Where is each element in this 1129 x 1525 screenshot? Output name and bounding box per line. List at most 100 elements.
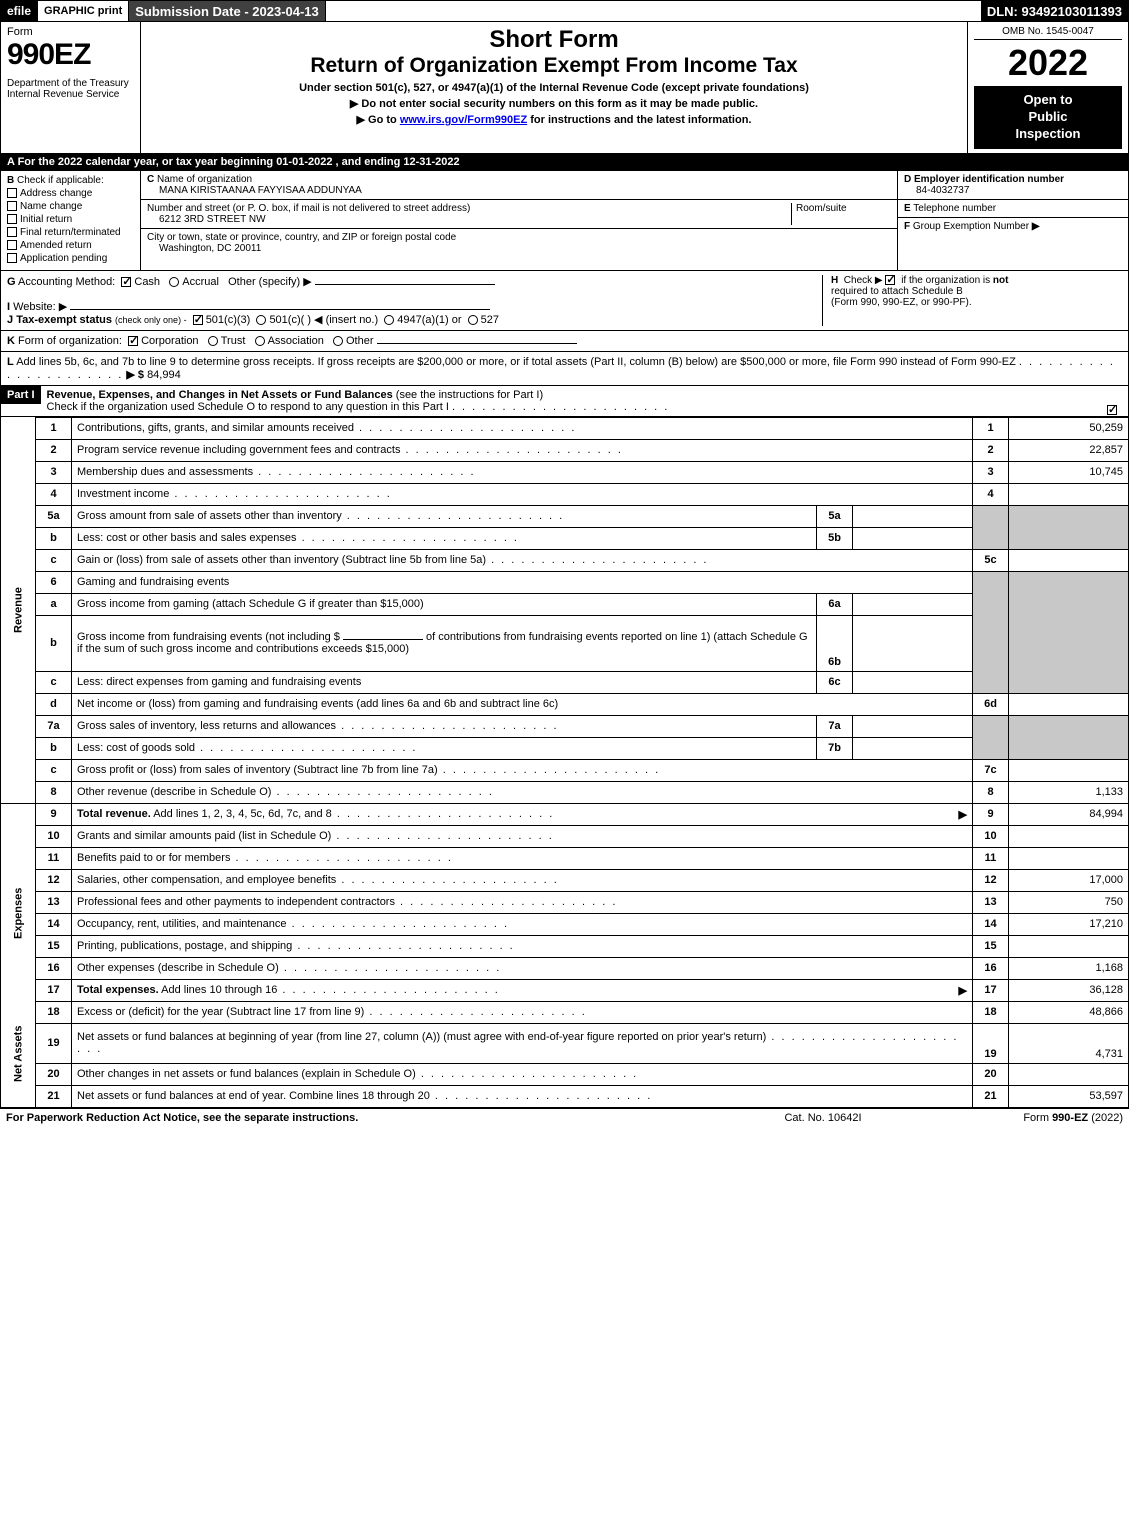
info-block: B Check if applicable: Address change Na… <box>0 171 1129 271</box>
box-c: C Name of organization MANA KIRISTAANAA … <box>141 171 898 270</box>
side-revenue: Revenue <box>1 417 36 803</box>
cb-schedule-o[interactable] <box>1107 405 1117 415</box>
cb-initial-return[interactable]: Initial return <box>7 214 134 225</box>
opt-4947: 4947(a)(1) or <box>397 314 461 326</box>
line-7a: 7a Gross sales of inventory, less return… <box>1 715 1129 737</box>
l6d-val <box>1009 693 1129 715</box>
opt-name-change: Name change <box>20 201 82 212</box>
l7b-snum: 7b <box>817 737 853 759</box>
l11-desc: Benefits paid to or for members <box>72 847 973 869</box>
l13-desc: Professional fees and other payments to … <box>72 891 973 913</box>
l11-num: 11 <box>36 847 72 869</box>
l6abc-grey <box>973 571 1009 693</box>
l5ab-grey <box>973 505 1009 549</box>
l3-desc: Membership dues and assessments <box>72 461 973 483</box>
website-line[interactable] <box>70 309 490 310</box>
line-6: 6 Gaming and fundraising events <box>1 571 1129 593</box>
l15-desc: Printing, publications, postage, and shi… <box>72 935 973 957</box>
l7a-sval <box>853 715 973 737</box>
radio-527[interactable] <box>468 315 478 325</box>
cb-501c3[interactable] <box>193 315 203 325</box>
opt-final-return: Final return/terminated <box>20 227 121 238</box>
l20-rnum: 20 <box>973 1063 1009 1085</box>
form-header: Form 990EZ Department of the Treasury In… <box>0 22 1129 154</box>
l1-desc: Contributions, gifts, grants, and simila… <box>72 417 973 439</box>
l6b-snum: 6b <box>817 615 853 671</box>
line-18: Net Assets 18 Excess or (deficit) for th… <box>1 1001 1129 1023</box>
radio-trust[interactable] <box>208 336 218 346</box>
opt-corporation: Corporation <box>141 335 198 347</box>
org-street: 6212 3RD STREET NW <box>147 214 266 225</box>
cb-amended-return[interactable]: Amended return <box>7 240 134 251</box>
line-15: 15 Printing, publications, postage, and … <box>1 935 1129 957</box>
k-text: Form of organization: <box>18 335 122 347</box>
l20-desc: Other changes in net assets or fund bala… <box>72 1063 973 1085</box>
cb-address-change[interactable]: Address change <box>7 188 134 199</box>
graphic-print-label[interactable]: GRAPHIC print <box>38 1 129 21</box>
row-g: G Accounting Method: Cash Accrual Other … <box>7 275 822 326</box>
cb-corporation[interactable] <box>128 336 138 346</box>
cb-final-return[interactable]: Final return/terminated <box>7 227 134 238</box>
l4-val <box>1009 483 1129 505</box>
l2-desc: Program service revenue including govern… <box>72 439 973 461</box>
l5b-sval <box>853 527 973 549</box>
line-5b: b Less: cost or other basis and sales ex… <box>1 527 1129 549</box>
l1-rnum: 1 <box>973 417 1009 439</box>
radio-4947[interactable] <box>384 315 394 325</box>
short-form-title: Short Form <box>147 26 961 54</box>
l2-num: 2 <box>36 439 72 461</box>
l13-rnum: 13 <box>973 891 1009 913</box>
footer-form: 990-EZ <box>1052 1112 1088 1124</box>
l12-desc: Salaries, other compensation, and employ… <box>72 869 973 891</box>
l9-desc-bold: Total revenue. <box>77 808 151 820</box>
other-specify-line[interactable] <box>315 284 495 285</box>
cb-h[interactable] <box>885 275 895 285</box>
l7ab-grey <box>973 715 1009 759</box>
e-label: E <box>904 203 911 214</box>
l18-rnum: 18 <box>973 1001 1009 1023</box>
radio-other-org[interactable] <box>333 336 343 346</box>
footer-cat: Cat. No. 10642I <box>723 1112 923 1124</box>
line-21: 21 Net assets or fund balances at end of… <box>1 1085 1129 1107</box>
l21-val: 53,597 <box>1009 1085 1129 1107</box>
l6c-desc: Less: direct expenses from gaming and fu… <box>72 671 817 693</box>
line-2: 2 Program service revenue including gove… <box>1 439 1129 461</box>
l21-desc: Net assets or fund balances at end of ye… <box>72 1085 973 1107</box>
l6b-blank[interactable] <box>343 639 423 640</box>
l6a-desc: Gross income from gaming (attach Schedul… <box>72 593 817 615</box>
footer-right: Form 990-EZ (2022) <box>923 1112 1123 1124</box>
row-gh: G Accounting Method: Cash Accrual Other … <box>0 271 1129 331</box>
l-arrow: ▶ $ <box>126 369 144 381</box>
radio-association[interactable] <box>255 336 265 346</box>
irs-link[interactable]: www.irs.gov/Form990EZ <box>400 114 527 126</box>
radio-501c[interactable] <box>256 315 266 325</box>
l18-desc: Excess or (deficit) for the year (Subtra… <box>72 1001 973 1023</box>
c-name-row: C Name of organization MANA KIRISTAANAA … <box>141 171 897 200</box>
l6b-desc1: Gross income from fundraising events (no… <box>77 631 340 643</box>
section-a-calendar-year: A For the 2022 calendar year, or tax yea… <box>0 154 1129 171</box>
cb-cash[interactable] <box>121 277 131 287</box>
l5a-num: 5a <box>36 505 72 527</box>
radio-accrual[interactable] <box>169 277 179 287</box>
l5a-sval <box>853 505 973 527</box>
l9-val: 84,994 <box>1009 803 1129 825</box>
l6-desc: Gaming and fundraising events <box>72 571 973 593</box>
j-sub: (check only one) - <box>115 315 187 325</box>
l15-rnum: 15 <box>973 935 1009 957</box>
instruction-ssn: ▶ Do not enter social security numbers o… <box>147 97 961 110</box>
l19-num: 19 <box>36 1023 72 1063</box>
other-org-line[interactable] <box>377 343 577 344</box>
box-f: F Group Exemption Number ▶ <box>898 218 1128 262</box>
opt-amended-return: Amended return <box>20 240 92 251</box>
l5b-desc: Less: cost or other basis and sales expe… <box>72 527 817 549</box>
part1-header-row: Part I Revenue, Expenses, and Changes in… <box>0 386 1129 417</box>
cb-name-change[interactable]: Name change <box>7 201 134 212</box>
f-arrow: ▶ <box>1032 221 1040 232</box>
cb-application-pending[interactable]: Application pending <box>7 253 134 264</box>
phone-label: Telephone number <box>913 203 996 214</box>
l16-rnum: 16 <box>973 957 1009 979</box>
open3: Inspection <box>976 126 1120 143</box>
l10-desc: Grants and similar amounts paid (list in… <box>72 825 973 847</box>
l15-val <box>1009 935 1129 957</box>
instr2-pre: ▶ Go to <box>357 114 400 126</box>
